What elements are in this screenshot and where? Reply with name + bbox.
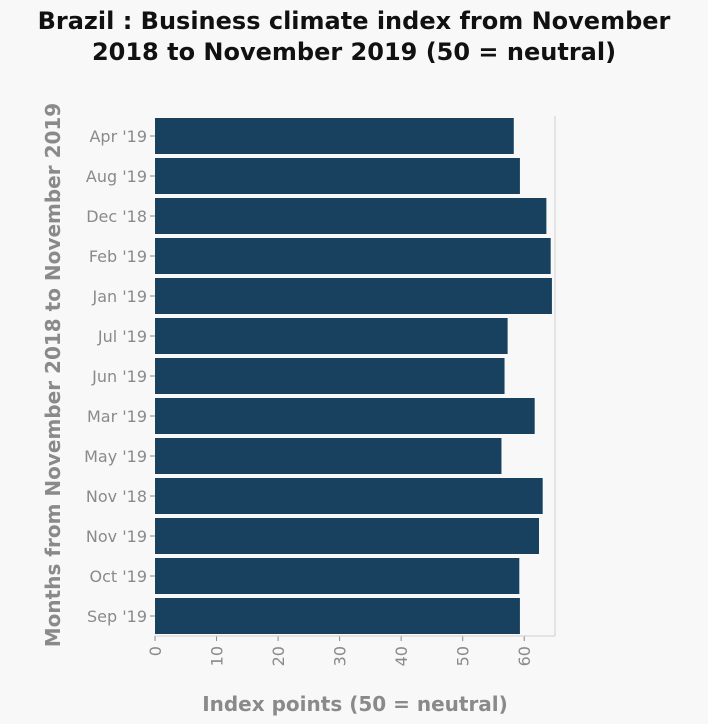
x-tick-label: 60 [515,646,534,666]
bar [155,278,552,314]
y-tick-label: Apr '19 [89,127,147,146]
y-tick-label: Jan '19 [91,287,147,306]
y-tick-label: Nov '18 [86,487,147,506]
bar [155,518,539,554]
y-axis-title: Months from November 2018 to November 20… [41,103,65,647]
y-tick-label: Dec '18 [86,207,147,226]
bar [155,238,551,274]
x-axis-title: Index points (50 = neutral) [202,692,508,716]
y-tick-label: Feb '19 [89,247,147,266]
y-tick-label: Mar '19 [87,407,147,426]
bar [155,318,508,354]
chart-title: Brazil : Business climate index from Nov… [0,6,708,68]
x-tick-label: 40 [392,646,411,666]
bar [155,438,502,474]
x-tick-label: 0 [146,646,165,656]
y-tick-label: Jun '19 [91,367,147,386]
bars [155,118,552,634]
y-tick-label: Nov '19 [86,527,147,546]
y-axis: Apr '19 Aug '19 Dec '18 Feb '19 Jan '19 Jul '… [84,127,155,626]
bar [155,358,505,394]
y-tick-label: Oct '19 [89,567,147,586]
bar [155,478,543,514]
y-tick-label: May '19 [84,447,147,466]
bar [155,558,520,594]
x-tick-label: 50 [454,646,473,666]
bar [155,198,547,234]
bar [155,118,514,154]
chart-title-line-1: Brazil : Business climate index from Nov… [37,7,671,35]
bar [155,158,520,194]
x-tick-label: 20 [269,646,288,666]
bar [155,398,535,434]
y-tick-label: Jul '19 [97,327,147,346]
x-tick-label: 30 [331,646,350,666]
y-tick-label: Aug '19 [86,167,147,186]
x-tick-label: 10 [208,646,227,666]
x-axis: 0 10 20 30 40 50 60 [146,636,534,666]
chart-title-line-2: 2018 to November 2019 (50 = neutral) [91,38,617,66]
y-tick-label: Sep '19 [87,607,147,626]
bar [155,598,520,634]
